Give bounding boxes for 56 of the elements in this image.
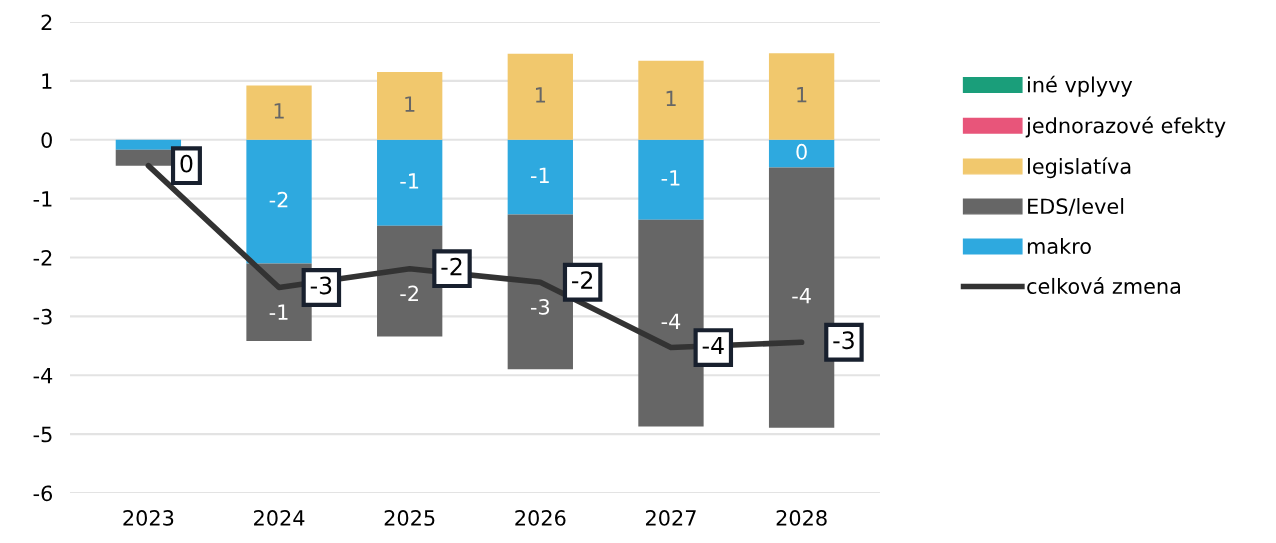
data-label: -2: [572, 271, 593, 289]
data-label: 0: [180, 154, 193, 173]
bar: [768, 139, 835, 168]
legend-label: makro: [1027, 237, 1091, 255]
data-label: -3: [833, 331, 854, 350]
bar: [377, 139, 443, 226]
bar: [768, 167, 835, 428]
bar: [377, 72, 443, 140]
data-label: -2: [269, 191, 288, 208]
y-tick-label: -3: [33, 308, 52, 325]
bar: [507, 214, 573, 370]
data-label: -4: [702, 336, 724, 355]
y-tick-label: -5: [33, 426, 52, 443]
y-tick-label: 0: [41, 132, 52, 148]
bar: [638, 219, 704, 427]
bar: [638, 60, 704, 140]
bar: [768, 53, 835, 140]
data-label: 0: [796, 143, 807, 160]
data-label: 1: [535, 87, 546, 103]
bar: [507, 139, 573, 215]
x-tick-label: 2026: [515, 510, 566, 526]
y-tick-label: 2: [41, 14, 52, 30]
data-label: -1: [400, 173, 419, 189]
x-tick-label: 2023: [123, 510, 174, 526]
x-tick-label: 2028: [776, 510, 827, 526]
data-label: -3: [530, 299, 550, 315]
bar: [507, 53, 573, 140]
data-label: -1: [530, 167, 549, 183]
data-label: 1: [797, 87, 807, 103]
x-tick-label: 2027: [645, 510, 696, 526]
bar: [246, 85, 312, 140]
legend-label: celková zmena: [1027, 277, 1181, 295]
data-label: -1: [269, 304, 288, 320]
data-label: -2: [441, 257, 462, 276]
data-label: -4: [661, 313, 681, 329]
data-label: -1: [661, 170, 680, 186]
data-label: -2: [400, 285, 418, 301]
x-tick-label: 2025: [384, 510, 435, 526]
bar: [246, 139, 312, 264]
bar: [638, 139, 704, 220]
data-label: 1: [666, 90, 676, 107]
legend-label: EDS/level: [1028, 198, 1124, 216]
legend-label: iné vplyvy: [1028, 75, 1133, 97]
y-tick-label: 1: [42, 73, 52, 89]
y-tick-label: -1: [33, 191, 52, 207]
data-label: 1: [405, 96, 415, 112]
bar: [115, 139, 182, 150]
y-tick-label: -6: [33, 485, 53, 502]
x-tick-label: 2024: [254, 510, 305, 526]
data-label: -3: [310, 276, 332, 295]
y-tick-label: -2: [33, 249, 52, 266]
y-tick-label: -4: [33, 367, 53, 384]
data-label: 1: [274, 103, 284, 119]
legend-label: legislatíva: [1028, 157, 1131, 179]
data-label: -4: [792, 288, 811, 304]
legend-label: jednorazové efekty: [1025, 116, 1226, 138]
